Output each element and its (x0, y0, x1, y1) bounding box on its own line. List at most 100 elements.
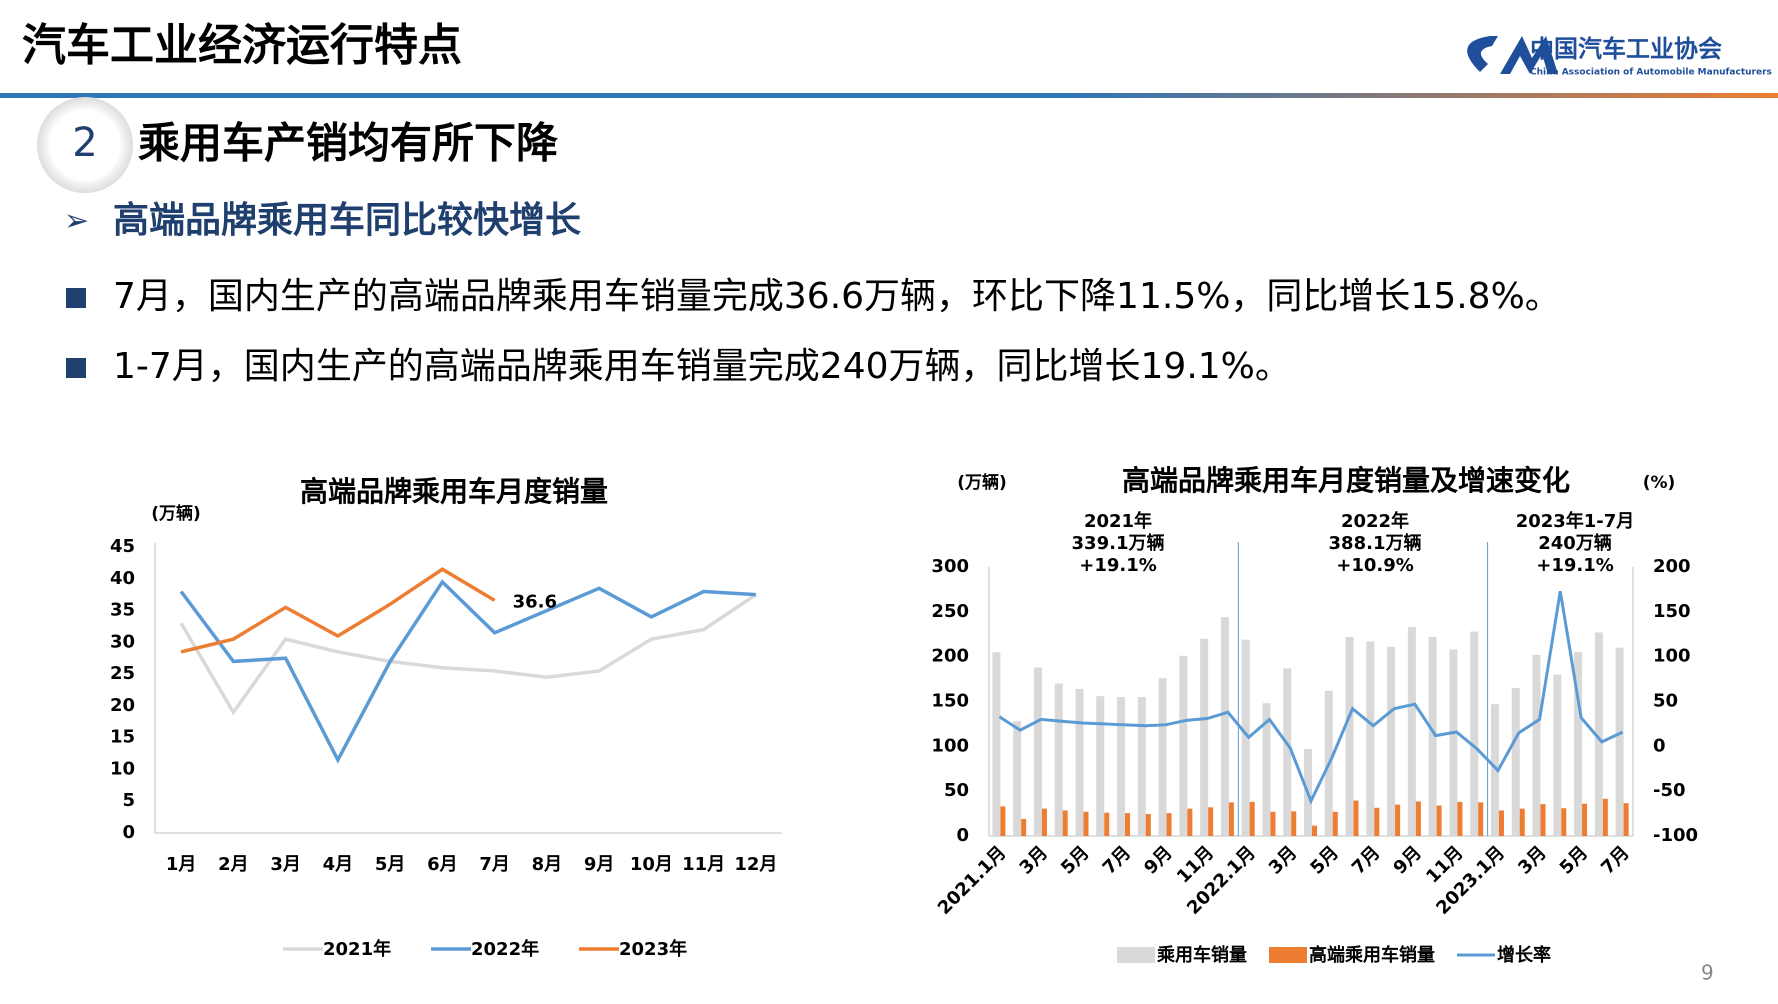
bar (1054, 683, 1063, 836)
bar (1200, 638, 1209, 836)
section-badge-inner (49, 109, 121, 181)
bar (1083, 811, 1089, 836)
x-tick-label: 3月 (1514, 842, 1550, 878)
bar (1145, 814, 1151, 836)
bar (1366, 641, 1375, 836)
header-title: 汽车工业经济运行特点 (22, 20, 462, 71)
y-tick-label: 250 (931, 601, 969, 622)
x-tick-label: 5月 (1057, 842, 1093, 878)
bar (1125, 813, 1131, 836)
bar (1415, 801, 1421, 836)
logo-cn: 中国汽车工业协会 (1530, 35, 1722, 63)
annotation: 339.1万辆 (1072, 532, 1165, 554)
axis-unit: (%) (1643, 473, 1676, 493)
bar (1457, 801, 1463, 836)
bar (1283, 668, 1292, 836)
bar (1220, 617, 1229, 836)
subheading: 高端品牌乘用车同比较快增长 (113, 200, 581, 241)
legend-label: 乘用车销量 (1156, 944, 1247, 966)
annotation: 2022年 (1341, 510, 1409, 532)
y-tick-label: 100 (931, 735, 969, 756)
y-tick-label: 25 (110, 663, 135, 684)
bar (1498, 810, 1504, 836)
bar (1117, 697, 1126, 836)
x-tick-label: 7月 (479, 854, 510, 875)
chart-title: 高端品牌乘用车月度销量及增速变化 (1122, 464, 1570, 497)
bar (1561, 808, 1567, 836)
bar (1228, 802, 1234, 836)
section-number: 2 (72, 120, 97, 166)
bar (1179, 655, 1188, 836)
annotation: +19.1% (1536, 555, 1614, 576)
y2-tick-label: -100 (1653, 825, 1698, 846)
legend-label: 2022年 (471, 938, 539, 960)
y-tick-label: 5 (122, 790, 135, 811)
bar (1602, 798, 1608, 836)
x-tick-label: 12月 (734, 854, 777, 875)
y-tick-label: 200 (931, 646, 969, 667)
y2-tick-label: 150 (1653, 601, 1691, 622)
bar (1013, 721, 1022, 836)
legend-swatch (1269, 947, 1307, 963)
annotation: 2021年 (1084, 510, 1152, 532)
data-label: 36.6 (513, 591, 557, 612)
series-line (180, 567, 496, 654)
bar (1540, 804, 1546, 836)
bar (1490, 704, 1499, 836)
x-tick-label: 11月 (682, 854, 725, 875)
x-tick-label: 2021.1月 (934, 842, 1011, 919)
bar (1478, 802, 1484, 836)
annotation: 240万辆 (1538, 532, 1612, 554)
legend-label: 2021年 (323, 938, 391, 960)
bullet-square (66, 288, 86, 308)
legend-label: 增长率 (1497, 944, 1551, 966)
bar (1449, 649, 1458, 836)
y-tick-label: 10 (110, 758, 135, 779)
bar (1096, 696, 1105, 836)
x-tick-label: 8月 (532, 854, 563, 875)
bar (1574, 652, 1583, 836)
x-tick-label: 9月 (584, 854, 615, 875)
bar (1332, 811, 1338, 836)
axis-unit: (万辆) (957, 472, 1007, 493)
y2-tick-label: 50 (1653, 691, 1678, 712)
y2-tick-label: 0 (1653, 735, 1666, 756)
bullet-text: 1-7月，国内生产的高端品牌乘用车销量完成240万辆，同比增长19.1%。 (113, 346, 1291, 387)
x-tick-label: 6月 (427, 854, 458, 875)
x-tick-label: 7月 (1348, 842, 1384, 878)
x-tick-label: 7月 (1597, 842, 1633, 878)
x-tick-label: 9月 (1390, 842, 1426, 878)
y-tick-label: 150 (931, 691, 969, 712)
logo-mark (1467, 36, 1558, 74)
bar (1270, 811, 1276, 836)
bar (1387, 646, 1396, 836)
y-tick-label: 30 (110, 631, 135, 652)
bar (1532, 654, 1541, 836)
bar (1395, 804, 1401, 836)
x-tick-label: 4月 (323, 854, 354, 875)
x-tick-label: 10月 (630, 854, 673, 875)
bar (1436, 805, 1442, 836)
y-tick-label: 20 (110, 695, 135, 716)
y-tick-label: 0 (956, 825, 969, 846)
bar (1137, 697, 1146, 836)
arrow-bullet: ➢ (64, 204, 89, 239)
bar (1511, 688, 1520, 836)
y-tick-label: 300 (931, 556, 969, 577)
growth-line (998, 590, 1624, 805)
y-tick-label: 35 (110, 600, 135, 621)
legend-swatch (1117, 947, 1155, 963)
annotation: +19.1% (1079, 555, 1157, 576)
bar (1374, 807, 1380, 836)
bar (1187, 808, 1193, 836)
page-number: 9 (1701, 961, 1714, 985)
legend-label: 高端乘用车销量 (1309, 944, 1435, 966)
bar (1345, 636, 1354, 836)
series-line (179, 593, 757, 716)
x-tick-label: 2月 (218, 854, 249, 875)
bar (1104, 812, 1110, 836)
x-tick-label: 5月 (375, 854, 406, 875)
bar (1553, 674, 1562, 836)
annotation: +10.9% (1336, 555, 1414, 576)
